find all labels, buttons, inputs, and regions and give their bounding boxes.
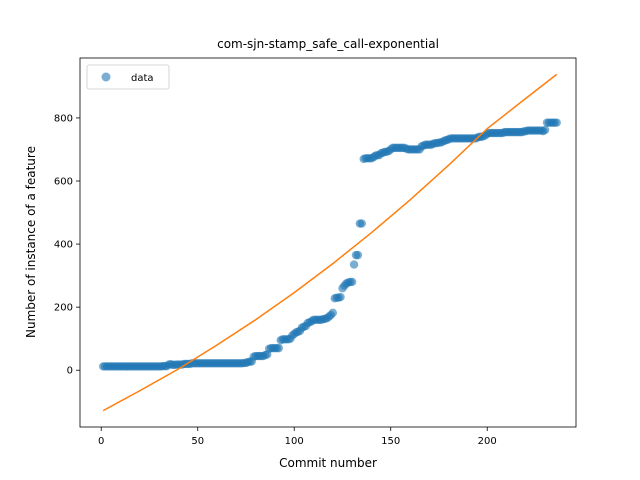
x-tick-label: 50 xyxy=(191,436,204,447)
chart-marks xyxy=(98,73,561,412)
y-axis-label: Number of instance of a feature xyxy=(24,146,38,338)
x-axis-label: Commit number xyxy=(279,456,377,470)
plot-area xyxy=(80,58,576,427)
chart-title: com-sjn-stamp_safe_call-exponential xyxy=(217,37,439,51)
data-point xyxy=(353,250,363,260)
plot-frame xyxy=(79,57,577,428)
y-tick-label: 0 xyxy=(67,366,73,377)
y-tick-label: 600 xyxy=(54,177,73,188)
legend-box xyxy=(86,64,170,90)
x-tick-label: 100 xyxy=(285,436,304,447)
x-tick-label: 0 xyxy=(98,436,104,447)
data-point xyxy=(347,277,357,287)
x-tick-label: 200 xyxy=(478,436,497,447)
y-tick-label: 400 xyxy=(54,240,73,251)
data-point xyxy=(540,125,550,135)
legend: data xyxy=(86,64,170,90)
data-point xyxy=(349,260,359,269)
x-axis: 0 50 100 150 200 xyxy=(98,427,497,447)
legend-label: data xyxy=(131,73,154,84)
data-point xyxy=(336,292,345,302)
data-point xyxy=(274,343,283,353)
x-tick-label: 150 xyxy=(381,436,400,447)
data-point xyxy=(357,219,366,228)
data-point xyxy=(328,308,338,318)
y-tick-label: 800 xyxy=(54,113,73,124)
y-tick-label: 200 xyxy=(54,303,73,314)
legend-marker xyxy=(101,72,111,82)
fit-line xyxy=(102,73,558,412)
y-axis: 0 200 400 600 800 xyxy=(54,113,80,377)
data-point xyxy=(552,118,561,127)
